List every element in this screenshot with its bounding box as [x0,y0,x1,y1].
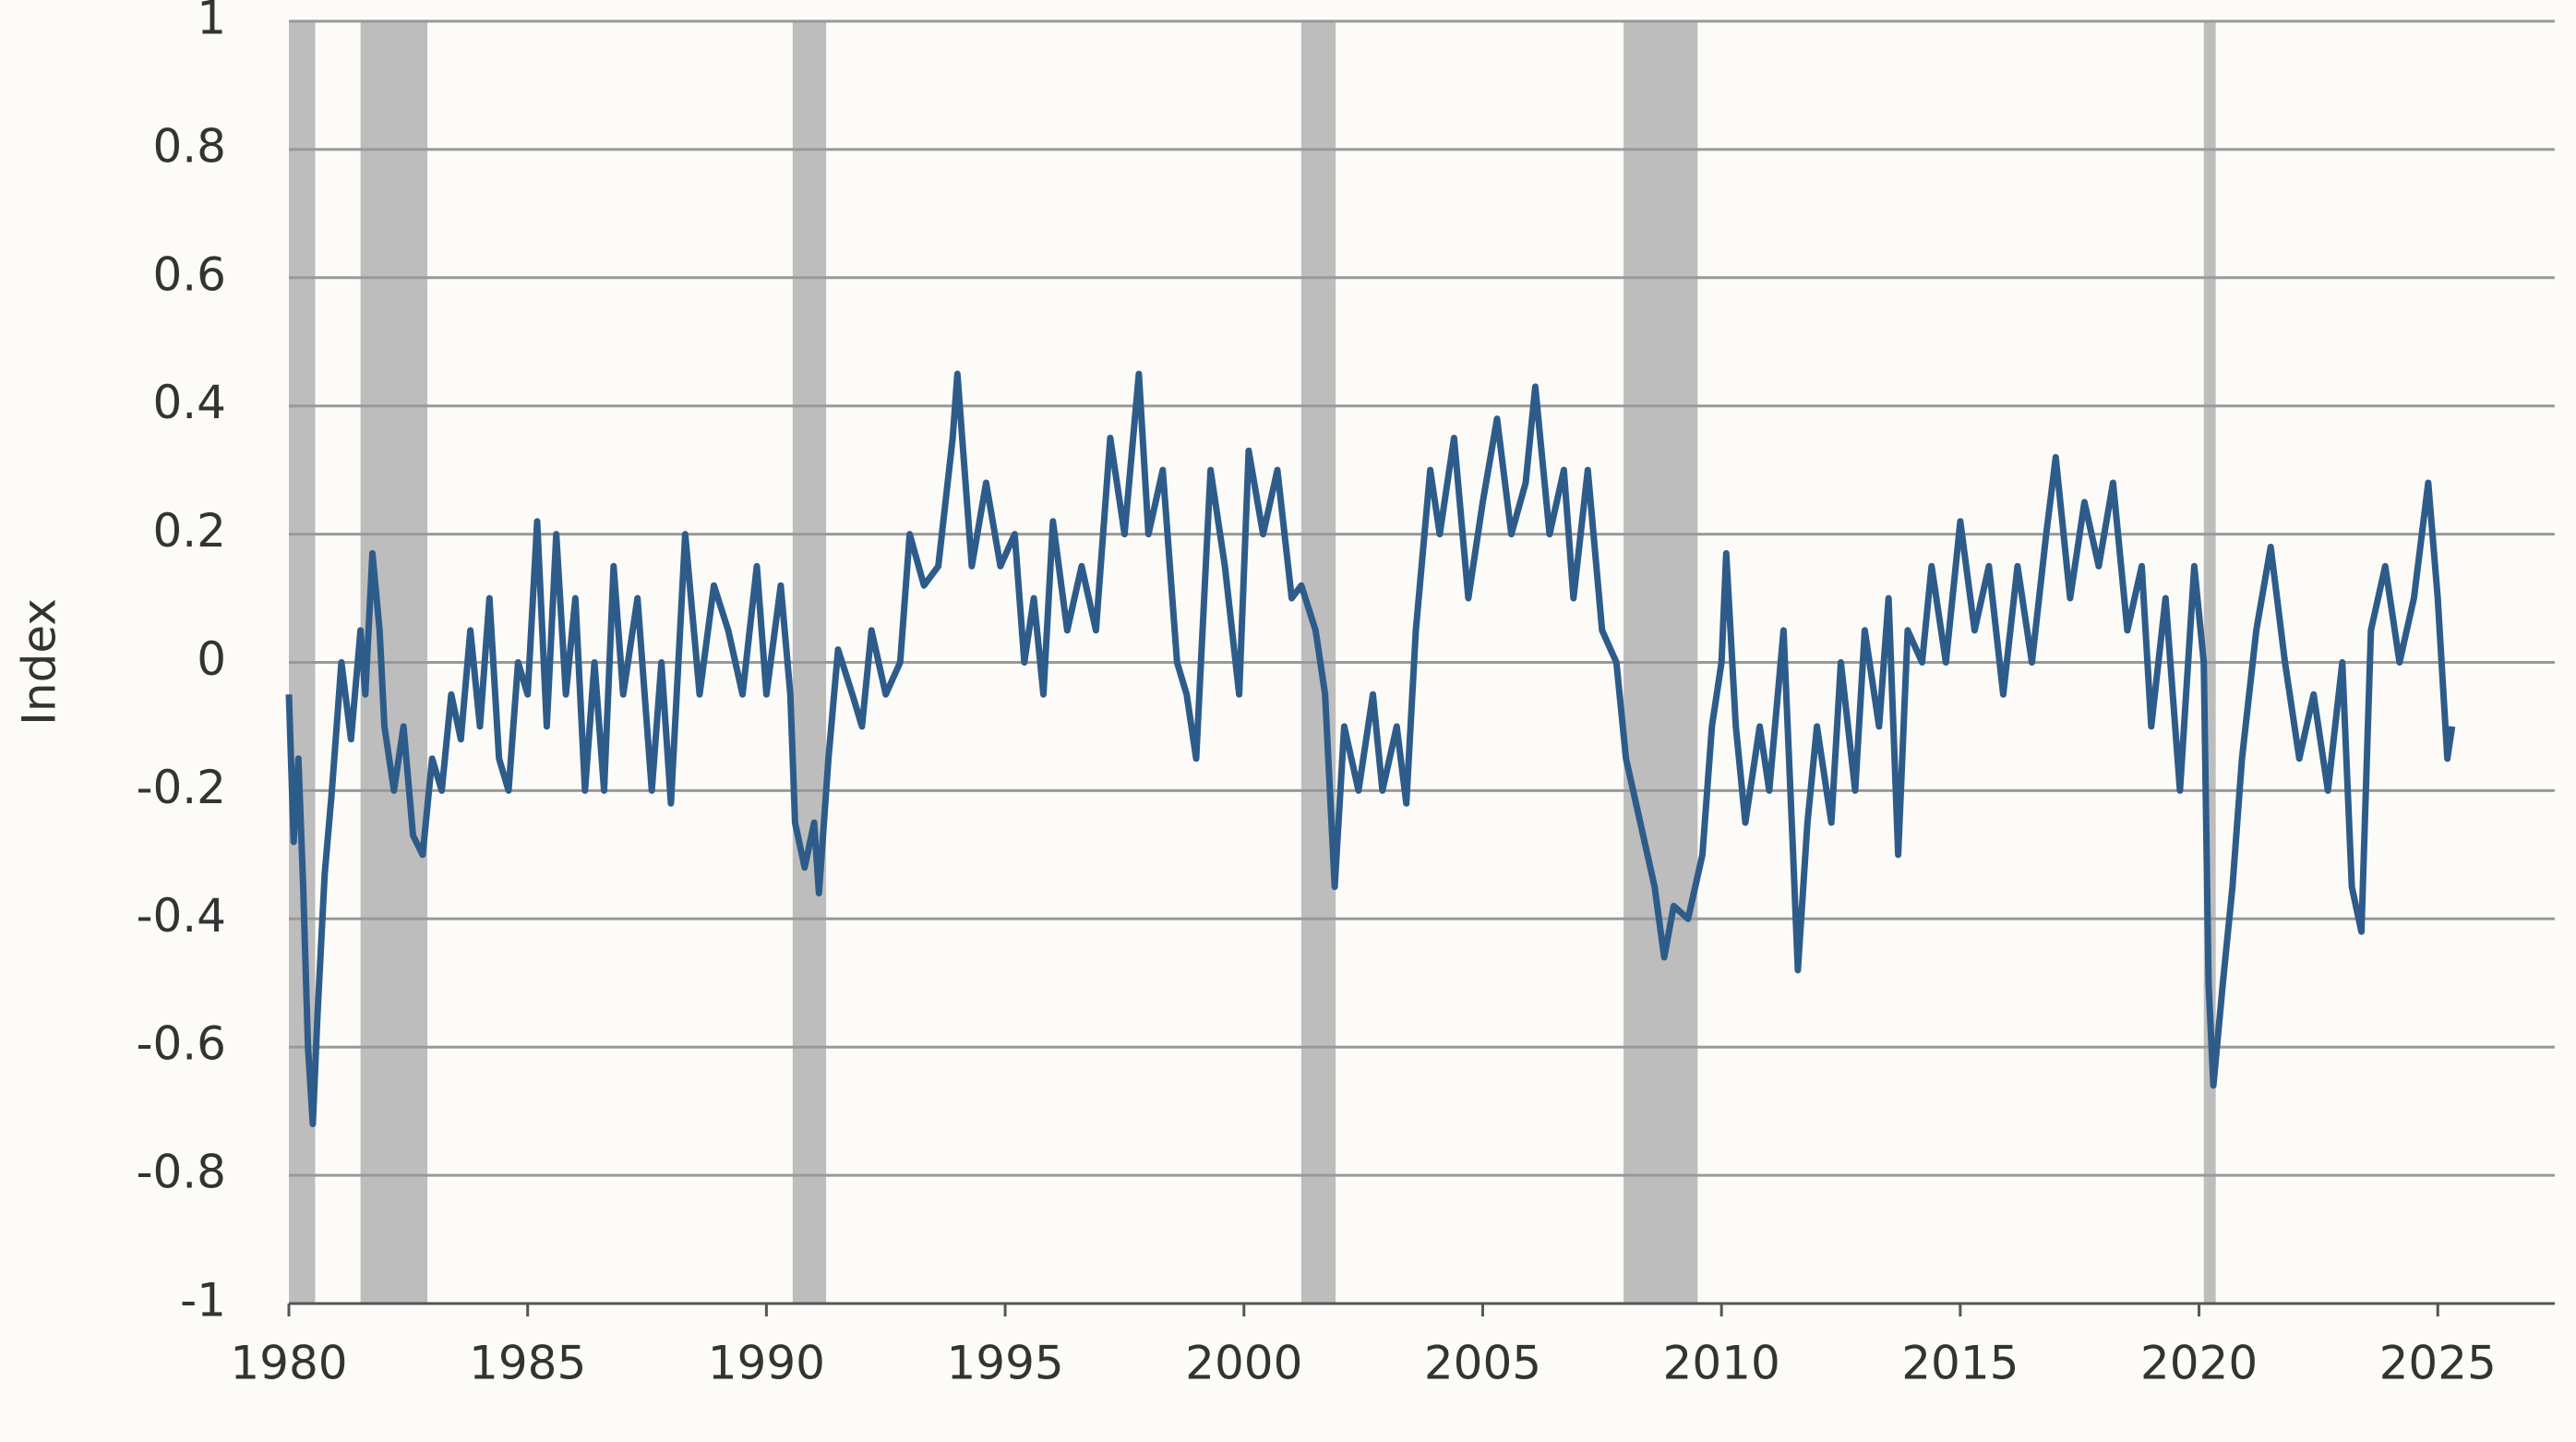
y-tick-label: 1 [197,0,226,45]
x-tick-label: 2020 [2140,1337,2258,1390]
y-tick-label: 0 [197,632,226,686]
x-tick-label: 1990 [708,1337,825,1390]
x-tick-label: 2005 [1424,1337,1541,1390]
x-tick-label: 1985 [469,1337,586,1390]
x-tick-label: 1995 [946,1337,1063,1390]
y-tick-label: -0.2 [136,761,226,814]
x-tick-label: 2010 [1663,1337,1780,1390]
y-tick-label: 0.6 [152,247,226,301]
x-tick-label: 2015 [1901,1337,2019,1390]
y-tick-label: -1 [180,1274,226,1328]
y-axis-label: Index [13,598,66,726]
y-tick-label: -0.8 [136,1146,226,1199]
x-tick-label: 2025 [2379,1337,2497,1390]
series-line [285,370,2456,1127]
y-tick-label: 0.4 [152,376,226,429]
x-tick-label: 2000 [1185,1337,1302,1390]
y-tick-label: 0.2 [152,504,226,558]
y-tick-label: -0.6 [136,1017,226,1071]
y-tick-label: 0.8 [152,119,226,173]
x-tick-label: 1980 [230,1337,347,1390]
y-tick-label: -0.4 [136,889,226,943]
